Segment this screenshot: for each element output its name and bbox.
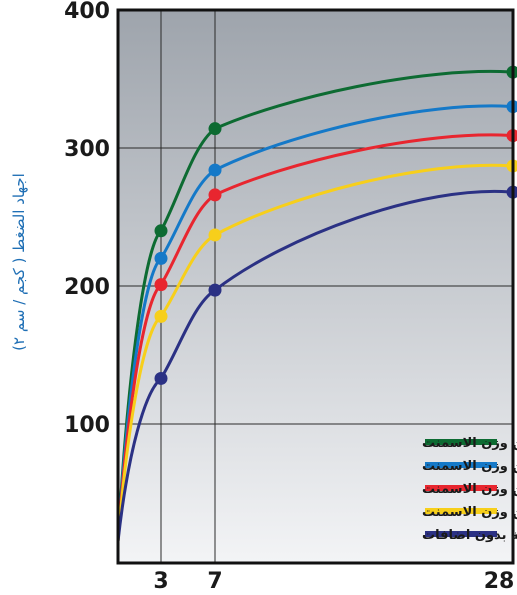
series-line-5 xyxy=(116,189,514,542)
legend-label: اضافة ٠,٦٪ من وزن الاسمنت xyxy=(422,482,517,497)
data-point xyxy=(154,251,168,265)
y-tick-label: 200 xyxy=(64,275,110,300)
legend-label: اضافة ١,٢٪ من وزن الاسمنت xyxy=(422,459,517,474)
tick-labels: 100 200 300 400 3 7 28 xyxy=(64,0,514,594)
y-tick-label: 300 xyxy=(64,137,110,162)
data-point xyxy=(208,228,222,242)
x-tick-label: 7 xyxy=(207,569,222,594)
plot-border xyxy=(116,8,515,565)
series-points xyxy=(154,65,517,385)
legend-swatch xyxy=(425,485,497,491)
series-line-1 xyxy=(116,70,514,542)
data-point xyxy=(154,371,168,385)
series-line-2 xyxy=(116,104,514,542)
legend-swatch xyxy=(425,462,497,468)
data-point xyxy=(208,188,222,202)
data-point xyxy=(154,278,168,292)
x-tick-label: 28 xyxy=(484,569,515,594)
data-point xyxy=(154,224,168,238)
data-point xyxy=(208,163,222,177)
data-point xyxy=(208,122,222,136)
series-lines xyxy=(116,70,514,542)
legend: اضافة ٢,٤٪ من وزن الاسمنت اضافة ١,٢٪ من و… xyxy=(422,436,517,543)
legend-label: اضافة ٠,٢٥٪ من وزن الاسمنت xyxy=(422,505,517,520)
y-axis-label: اجهاد الضغط ( كجم / سم ٢) xyxy=(10,173,28,351)
legend-label: اضافة ٢,٤٪ من وزن الاسمنت xyxy=(422,436,517,451)
plot-frame xyxy=(116,8,515,565)
data-point xyxy=(154,309,168,323)
legend-swatch xyxy=(425,439,497,445)
legend-swatch xyxy=(425,531,497,537)
y-tick-label: 400 xyxy=(64,0,110,24)
series-line-4 xyxy=(116,163,514,542)
data-point xyxy=(208,283,222,297)
x-tick-label: 3 xyxy=(153,569,168,594)
y-tick-label: 100 xyxy=(64,413,110,438)
legend-swatch xyxy=(425,508,497,514)
series-line-3 xyxy=(116,133,514,542)
legend-label: خلطة بدون اضافات xyxy=(422,528,517,543)
